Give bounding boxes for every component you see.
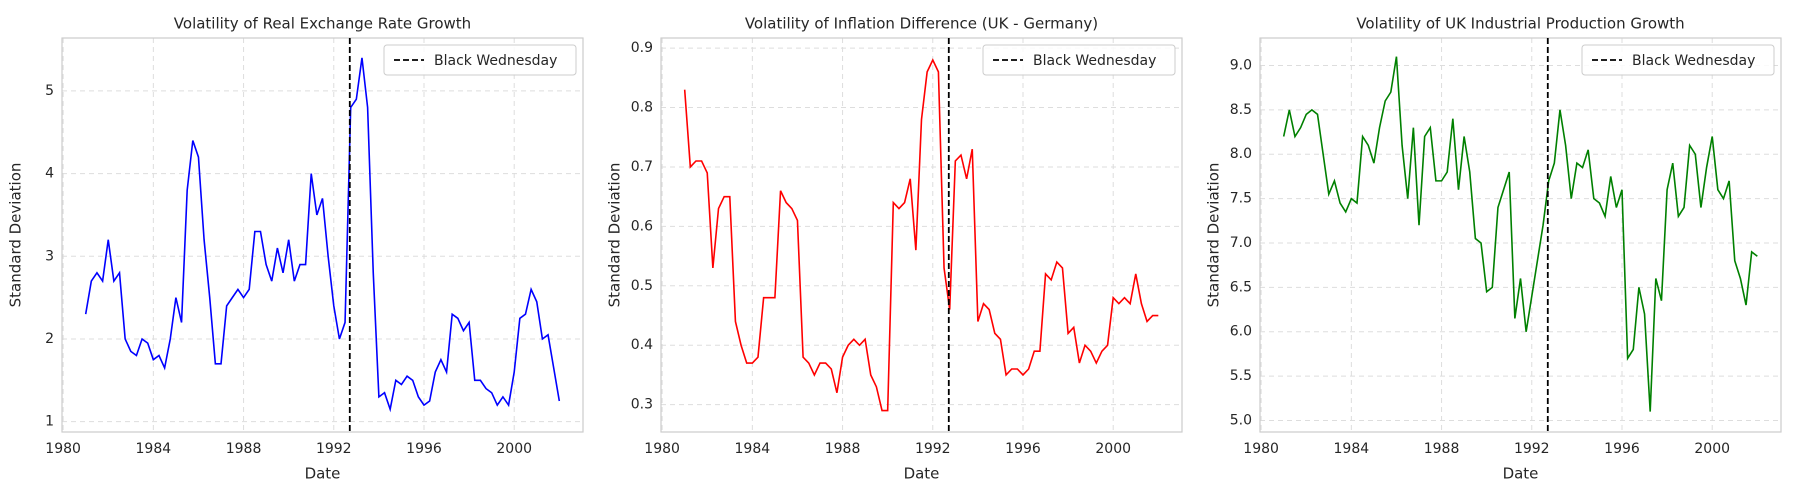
x-tick-label: 2000 <box>496 441 532 457</box>
y-tick-label: 0.7 <box>631 159 653 175</box>
y-tick-label: 1 <box>45 414 54 430</box>
y-tick-label: 0.5 <box>631 278 653 294</box>
data-line <box>683 58 1159 412</box>
y-axis-label: Standard Deviation <box>7 163 25 308</box>
legend-box <box>383 44 577 76</box>
x-tick-label: 1992 <box>915 441 951 457</box>
axes-frame <box>660 37 1183 433</box>
y-tick-label: 5.5 <box>1230 368 1252 384</box>
y-axis-label: Standard Deviation <box>606 163 624 308</box>
y-tick-label: 6.0 <box>1230 324 1252 340</box>
x-tick-label: 1984 <box>1334 441 1370 457</box>
y-tick-label: 6.5 <box>1230 279 1252 295</box>
legend-label: Black Wednesday <box>434 53 557 69</box>
x-tick-label: 2000 <box>1694 441 1730 457</box>
x-tick-label: 1996 <box>406 441 442 457</box>
x-tick-label: 1980 <box>644 441 680 457</box>
x-tick-label: 1980 <box>1243 441 1279 457</box>
x-tick-label: 1988 <box>226 441 262 457</box>
y-tick-label: 5 <box>45 83 54 99</box>
legend-box <box>1581 44 1775 76</box>
y-tick-label: 0.9 <box>631 40 653 56</box>
x-tick-label: 1988 <box>1424 441 1460 457</box>
legend-label: Black Wednesday <box>1632 53 1755 69</box>
y-tick-label: 0.8 <box>631 100 653 116</box>
y-tick-label: 8.5 <box>1230 102 1252 118</box>
y-tick-label: 2 <box>45 331 54 347</box>
legend-box <box>982 44 1176 76</box>
x-tick-label: 1984 <box>735 441 771 457</box>
y-tick-label: 4 <box>45 166 54 182</box>
plot-area <box>661 38 1182 432</box>
y-tick-label: 0.4 <box>631 337 653 353</box>
plot-area <box>62 38 583 432</box>
y-axis-label: Standard Deviation <box>1205 163 1223 308</box>
chart-title: Volatility of Real Exchange Rate Growth <box>174 15 471 33</box>
x-tick-label: 2000 <box>1095 441 1131 457</box>
x-axis-label: Date <box>904 465 940 483</box>
plot-area <box>1260 38 1781 432</box>
y-tick-label: 7.5 <box>1230 191 1252 207</box>
x-tick-label: 1992 <box>316 441 352 457</box>
legend-label: Black Wednesday <box>1033 53 1156 69</box>
x-axis-label: Date <box>1503 465 1539 483</box>
y-tick-label: 9.0 <box>1230 58 1252 74</box>
y-tick-label: 8.0 <box>1230 146 1252 162</box>
x-tick-label: 1996 <box>1604 441 1640 457</box>
x-tick-label: 1980 <box>45 441 81 457</box>
x-tick-label: 1984 <box>136 441 172 457</box>
axes-frame <box>61 37 584 433</box>
y-tick-label: 5.0 <box>1230 412 1252 428</box>
data-line <box>1282 56 1758 412</box>
x-tick-label: 1988 <box>825 441 861 457</box>
x-axis-label: Date <box>305 465 341 483</box>
chart-title: Volatility of UK Industrial Production G… <box>1356 15 1684 33</box>
y-tick-label: 3 <box>45 248 54 264</box>
y-tick-label: 0.6 <box>631 218 653 234</box>
x-tick-label: 1996 <box>1005 441 1041 457</box>
y-tick-label: 7.0 <box>1230 235 1252 251</box>
chart-title: Volatility of Inflation Difference (UK -… <box>745 15 1098 33</box>
data-line <box>84 57 561 413</box>
y-tick-label: 0.3 <box>631 397 653 413</box>
axes-frame <box>1259 37 1782 433</box>
x-tick-label: 1992 <box>1514 441 1550 457</box>
